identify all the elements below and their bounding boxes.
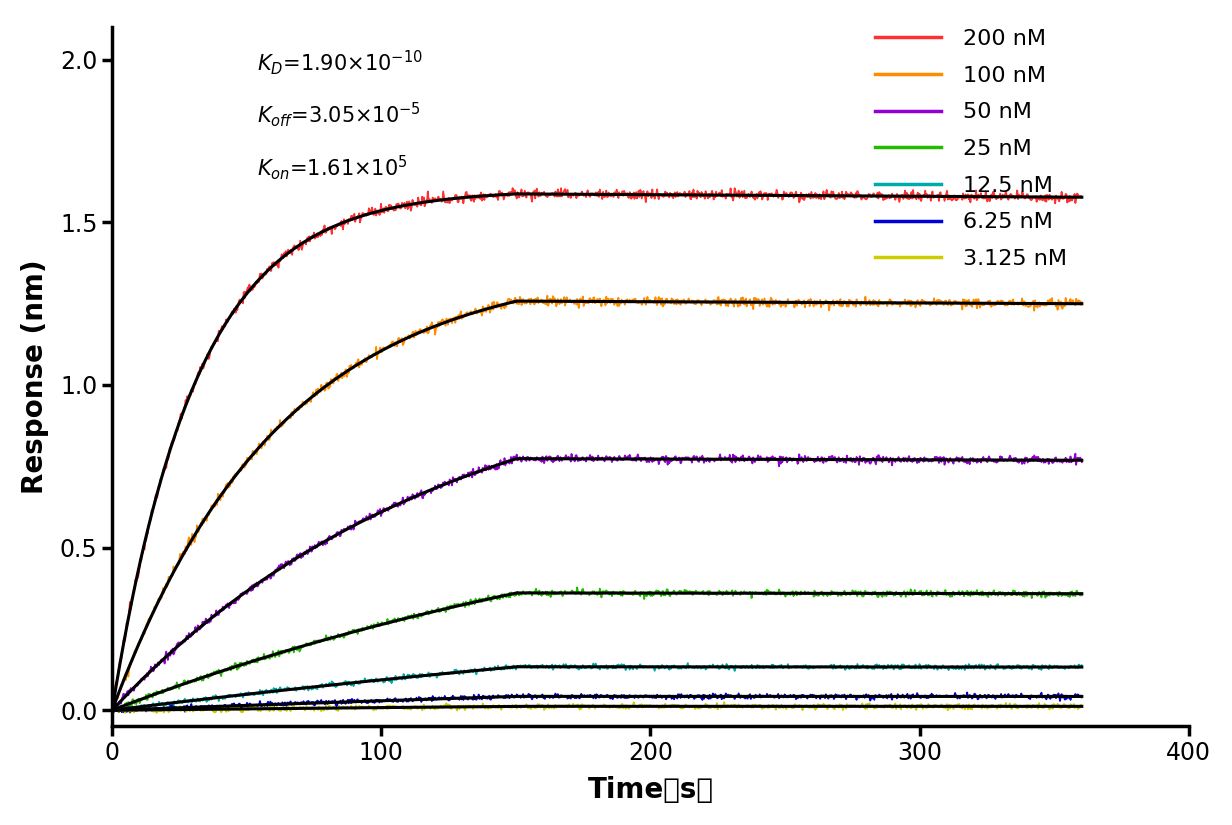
- X-axis label: Time（s）: Time（s）: [588, 776, 713, 804]
- Text: $K_{on}$=1.61×10$^{5}$: $K_{on}$=1.61×10$^{5}$: [257, 153, 408, 182]
- Text: $K_{off}$=3.05×10$^{-5}$: $K_{off}$=3.05×10$^{-5}$: [257, 101, 421, 130]
- Legend: 200 nM, 100 nM, 50 nM, 25 nM, 12.5 nM, 6.25 nM, 3.125 nM: 200 nM, 100 nM, 50 nM, 25 nM, 12.5 nM, 6…: [866, 20, 1077, 278]
- Text: $K_D$=1.90×10$^{-10}$: $K_D$=1.90×10$^{-10}$: [257, 48, 423, 77]
- Y-axis label: Response (nm): Response (nm): [21, 260, 49, 494]
